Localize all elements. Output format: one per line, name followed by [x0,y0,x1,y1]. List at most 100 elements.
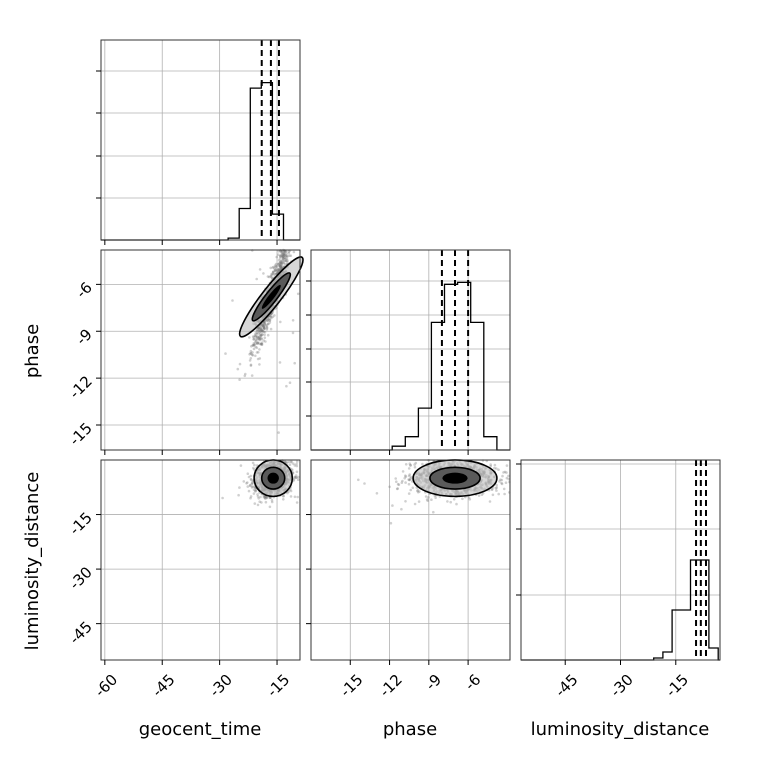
scatter-point [258,330,261,334]
scatter-point [265,327,269,330]
scatter-point [266,333,270,337]
scatter-point [263,321,266,324]
scatter-point [267,275,271,279]
scatter-point [272,265,275,269]
scatter-point [295,501,299,504]
scatter-point [258,342,261,345]
scatter-point [389,521,393,525]
scatter-point [401,479,404,483]
scatter-point [280,251,284,254]
scatter-point [262,326,266,329]
scatter-point [254,345,257,349]
scatter-point [468,498,472,501]
scatter-point [488,500,492,503]
scatter-point [256,328,260,331]
scatter-point [256,338,260,341]
scatter-point [261,329,264,333]
scatter-point [263,333,266,337]
scatter-point [499,478,502,482]
scatter-point [259,326,263,330]
scatter-point [281,254,285,258]
scatter-point [256,493,259,496]
scatter-point [279,255,282,258]
scatter-point [413,465,417,469]
scatter-point [262,325,265,328]
scatter-point [287,251,291,255]
scatter-point [407,467,411,470]
scatter-point [270,498,274,502]
scatter-point [256,357,260,361]
scatter-point [491,493,495,497]
scatter-point [250,481,254,484]
scatter-point [493,463,497,467]
x-tick-label-luminosity-distance: -45 [551,671,581,701]
scatter-point [259,334,263,338]
scatter-point [280,255,283,259]
scatter-point [269,275,273,278]
scatter-point [273,269,277,273]
scatter-point [500,481,503,485]
scatter-point [259,342,263,346]
scatter-point [282,253,286,257]
scatter-point [295,476,298,480]
scatter-point [252,347,256,351]
scatter-point [288,254,291,257]
scatter-point [281,257,285,261]
x-tick-label-geocent-time: -45 [148,671,178,701]
scatter-point [269,327,273,331]
x-tick-label-geocent-time: -60 [91,671,121,701]
scatter-point [255,336,259,340]
scatter-point [291,319,295,322]
scatter-point [249,478,253,482]
x-tick-label-phase: -9 [422,671,445,694]
scatter-point [258,337,262,341]
scatter-point [262,327,266,331]
scatter-point [254,334,257,338]
scatter-point [284,253,287,256]
histogram-step-line [311,281,510,451]
scatter-point [257,337,260,341]
scatter-point [295,460,299,463]
scatter-point [455,502,458,506]
scatter-point [495,467,498,470]
scatter-point [256,342,259,345]
scatter-point [281,494,285,498]
scatter-point [265,323,268,327]
scatter-point [272,273,276,276]
scatter-point [278,254,282,258]
scatter-point [253,334,257,337]
scatter-point [254,340,257,344]
scatter-point [282,498,285,501]
scatter-point [263,320,266,324]
scatter-point [268,321,272,324]
scatter-point [404,475,408,478]
scatter-point [272,271,275,274]
ylabel-luminosity-distance: luminosity_distance [22,472,43,651]
x-tick-label-phase: -15 [337,671,367,701]
scatter-point [288,381,292,385]
scatter-point [276,269,279,272]
scatter-point [404,474,407,478]
scatter-point [395,480,398,484]
scatter-point [290,461,293,464]
scatter-point [421,462,424,466]
scatter-point [260,337,264,341]
x-tick-label-phase: -6 [461,671,484,694]
scatter-point [263,496,267,499]
scatter-point [432,510,435,514]
scatter-point [278,264,282,268]
scatter-point [224,352,227,355]
scatter-point [285,384,288,388]
scatter-point [242,480,246,483]
scatter-point [279,267,283,270]
scatter-point [265,496,268,499]
scatter-point [375,492,379,495]
scatter-point [280,262,284,266]
scatter-point [407,492,411,495]
scatter-point [259,329,263,333]
scatter-point [253,489,257,493]
scatter-point [257,331,260,335]
scatter-point [282,260,285,263]
scatter-point [250,374,254,377]
scatter-point [260,329,263,332]
